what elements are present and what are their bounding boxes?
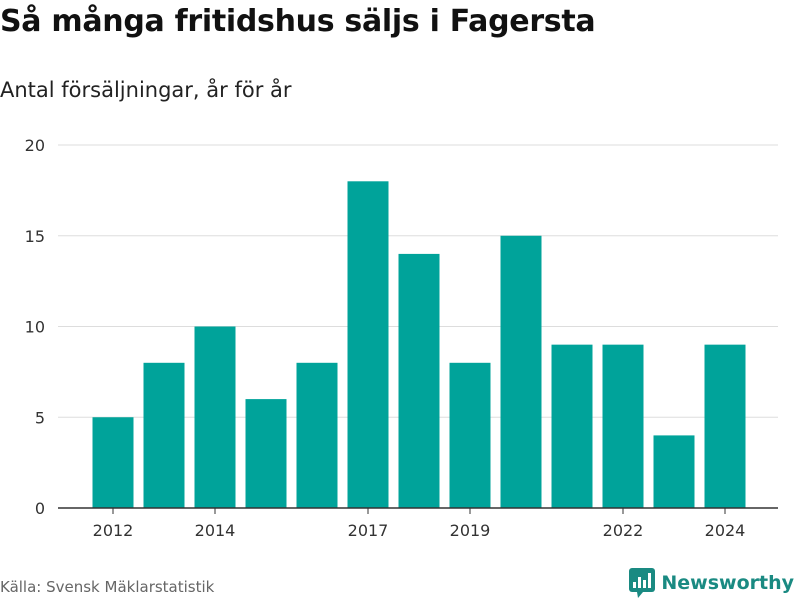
bar-2024 [704, 344, 746, 508]
source-note: Källa: Svensk Mäklarstatistik [0, 578, 215, 596]
x-tick-label: 2022 [603, 521, 644, 540]
bar-2017 [347, 181, 389, 509]
bar-2015 [245, 399, 287, 508]
bar-2022 [602, 344, 644, 508]
x-tick-label: 2019 [450, 521, 491, 540]
bar-2016 [296, 362, 338, 508]
bar-2013 [143, 362, 185, 508]
bar-2021 [551, 344, 593, 508]
y-tick-label: 5 [35, 408, 45, 427]
x-tick-label: 2024 [705, 521, 746, 540]
chart-subtitle: Antal försäljningar, år för år [0, 78, 292, 102]
bar-2019 [449, 362, 491, 508]
x-tick-label: 2017 [348, 521, 389, 540]
y-tick-label: 0 [35, 499, 45, 518]
bar-2012 [92, 417, 134, 508]
bar-2018 [398, 253, 440, 508]
newsworthy-logo-icon [629, 568, 656, 598]
y-tick-label: 10 [25, 318, 45, 337]
newsworthy-logo: Newsworthy [629, 568, 794, 598]
x-tick-label: 2012 [93, 521, 134, 540]
x-tick-label: 2014 [195, 521, 236, 540]
newsworthy-brand-name: Newsworthy [661, 572, 794, 594]
bar-2014 [194, 326, 236, 508]
y-tick-label: 20 [25, 136, 45, 155]
bar-2023 [653, 435, 695, 508]
y-tick-label: 15 [25, 227, 45, 246]
chart-title: Så många fritidshus säljs i Fagersta [0, 4, 596, 39]
bar-2020 [500, 235, 542, 508]
